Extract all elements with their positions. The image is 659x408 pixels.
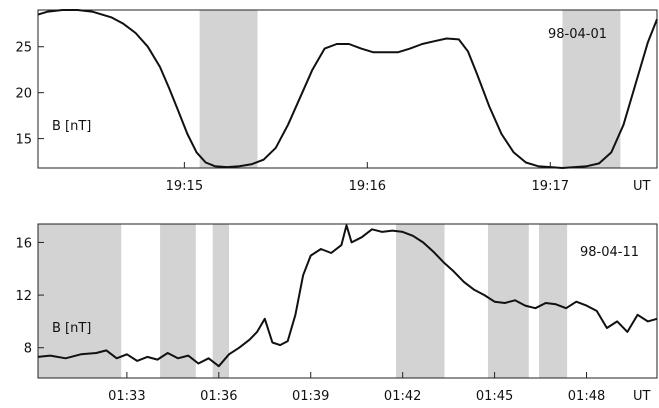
y-tick-label: 12 (15, 289, 32, 304)
shaded-interval (562, 10, 621, 168)
x-tick-label: 01:33 (108, 389, 145, 404)
y-tick-label: 15 (15, 133, 32, 148)
date-label: 98-04-01 (548, 27, 607, 42)
y-tick-label: 20 (15, 87, 32, 102)
series-line (37, 9, 658, 169)
x-tick-label: 01:36 (200, 389, 237, 404)
shaded-interval (212, 224, 230, 378)
chart-panel-2: 8 12 16 01:33 01:36 01:39 01:42 01:45 01:48 UT 98-… (15, 223, 658, 404)
x-unit-label: UT (633, 389, 651, 404)
x-tick-label: 19:16 (349, 179, 386, 194)
shaded-interval (199, 10, 258, 168)
x-tick-label: 01:45 (476, 389, 513, 404)
y-tick-label: 16 (15, 236, 32, 251)
x-tick-label: 19:15 (166, 179, 203, 194)
x-unit-label: UT (633, 179, 651, 194)
y-tick-label: 25 (15, 41, 32, 56)
shaded-interval (539, 224, 568, 378)
x-tick-label: 01:39 (292, 389, 329, 404)
x-tick-label: 01:48 (568, 389, 605, 404)
x-tick-label: 01:42 (384, 389, 421, 404)
plot-frame (37, 9, 658, 169)
y-axis-label: B [nT] (52, 119, 91, 134)
plot-frame (37, 223, 658, 379)
y-tick-label: 8 (24, 342, 32, 357)
shaded-interval (160, 224, 196, 378)
series-line (37, 224, 658, 368)
x-tick-label: 19:17 (532, 179, 569, 194)
y-axis-label: B [nT] (52, 321, 91, 336)
chart-panel-1: 15 20 25 19:15 19:16 19:17 UT 98-04-01 B [nT] (15, 9, 658, 194)
shaded-interval (396, 224, 445, 378)
date-label: 98-04-11 (580, 245, 639, 260)
